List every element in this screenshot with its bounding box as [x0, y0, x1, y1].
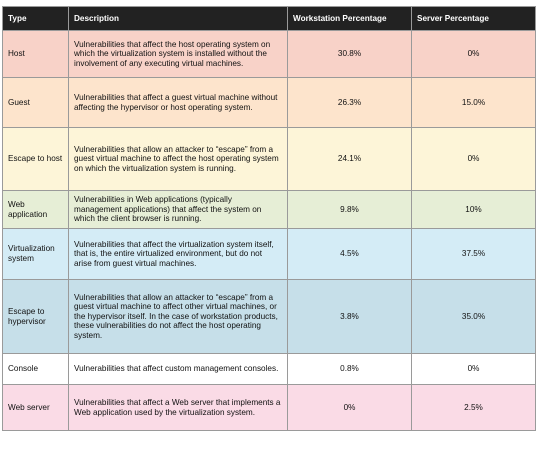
row-server-percentage: 37.5% [412, 229, 536, 280]
row-description: Vulnerabilities that allow an attacker t… [69, 280, 288, 354]
row-type: Virtualization system [3, 229, 69, 280]
row-server-percentage: 2.5% [412, 385, 536, 431]
header-server-percentage: Server Percentage [412, 7, 536, 31]
row-workstation-percentage: 24.1% [288, 128, 412, 191]
table-row: Host Vulnerabilities that affect the hos… [3, 31, 536, 78]
row-workstation-percentage: 3.8% [288, 280, 412, 354]
row-workstation-percentage: 26.3% [288, 78, 412, 128]
table-row: Console Vulnerabilities that affect cust… [3, 354, 536, 385]
row-type: Host [3, 31, 69, 78]
row-type: Escape to host [3, 128, 69, 191]
vulnerability-table: Type Description Workstation Percentage … [2, 6, 536, 431]
row-workstation-percentage: 0.8% [288, 354, 412, 385]
row-workstation-percentage: 4.5% [288, 229, 412, 280]
header-workstation-percentage: Workstation Percentage [288, 7, 412, 31]
table-row: Escape to hypervisor Vulnerabilities tha… [3, 280, 536, 354]
row-description: Vulnerabilities that affect a Web server… [69, 385, 288, 431]
row-type: Console [3, 354, 69, 385]
row-workstation-percentage: 9.8% [288, 191, 412, 229]
row-description: Vulnerabilities that allow an attacker t… [69, 128, 288, 191]
table-row: Virtualization system Vulnerabilities th… [3, 229, 536, 280]
row-type: Guest [3, 78, 69, 128]
row-workstation-percentage: 30.8% [288, 31, 412, 78]
row-description: Vulnerabilities that affect a guest virt… [69, 78, 288, 128]
row-workstation-percentage: 0% [288, 385, 412, 431]
table-row: Web server Vulnerabilities that affect a… [3, 385, 536, 431]
row-server-percentage: 15.0% [412, 78, 536, 128]
row-server-percentage: 0% [412, 354, 536, 385]
row-server-percentage: 10% [412, 191, 536, 229]
row-description: Vulnerabilities that affect the virtuali… [69, 229, 288, 280]
row-server-percentage: 35.0% [412, 280, 536, 354]
header-description: Description [69, 7, 288, 31]
table-row: Web application Vulnerabilities in Web a… [3, 191, 536, 229]
table-row: Escape to host Vulnerabilities that allo… [3, 128, 536, 191]
row-server-percentage: 0% [412, 31, 536, 78]
row-type: Escape to hypervisor [3, 280, 69, 354]
table-row: Guest Vulnerabilities that affect a gues… [3, 78, 536, 128]
row-server-percentage: 0% [412, 128, 536, 191]
row-type: Web application [3, 191, 69, 229]
row-type: Web server [3, 385, 69, 431]
row-description: Vulnerabilities that affect custom manag… [69, 354, 288, 385]
header-type: Type [3, 7, 69, 31]
row-description: Vulnerabilities that affect the host ope… [69, 31, 288, 78]
table-header-row: Type Description Workstation Percentage … [3, 7, 536, 31]
row-description: Vulnerabilities in Web applications (typ… [69, 191, 288, 229]
